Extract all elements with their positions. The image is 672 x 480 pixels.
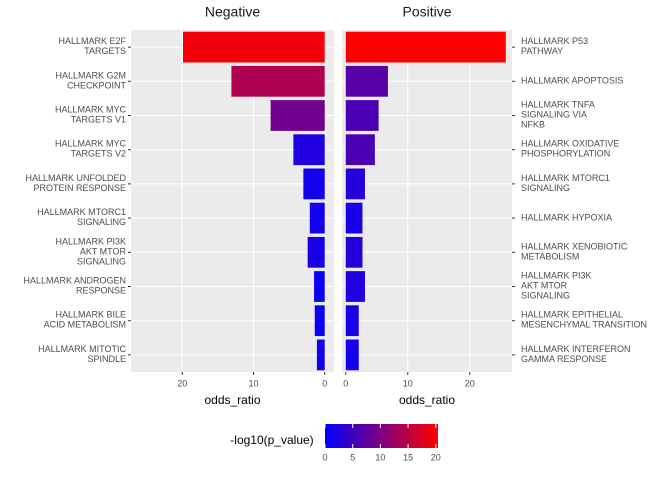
- y-tick-label: HALLMARK MITOTIC SPINDLE: [38, 344, 126, 364]
- y-tick-label: HALLMARK G2M CHECKPOINT: [55, 71, 126, 91]
- x-tick-label: 20: [465, 378, 475, 388]
- x-axis-title: odds_ratio: [399, 393, 455, 407]
- y-tick-label: HALLMARK TNFA SIGNALING VIA NFKB: [521, 100, 595, 130]
- colorbar-label: 15: [403, 452, 413, 462]
- bar: [345, 100, 379, 131]
- y-tick-label: HALLMARK MYC TARGETS V1: [55, 105, 127, 125]
- y-tick-label: HALLMARK E2F TARGETS: [58, 36, 126, 56]
- y-tick-label: HALLMARK ANDROGEN RESPONSE: [23, 276, 126, 296]
- bar: [307, 236, 325, 268]
- legend-title: -log10(p_value): [230, 433, 313, 447]
- y-tick-label: HALLMARK APOPTOSIS: [521, 76, 623, 86]
- y-tick-label: HALLMARK MTORC1 SIGNALING: [37, 207, 126, 227]
- colorbar-label: 5: [350, 452, 355, 462]
- bar: [182, 31, 325, 63]
- bar: [309, 202, 325, 234]
- bar: [345, 65, 388, 97]
- bar: [345, 202, 363, 234]
- y-tick-label: HALLMARK EPITHELIAL MESENCHYMAL TRANSITIO…: [521, 310, 647, 330]
- y-tick-label: HALLMARK P53 PATHWAY: [521, 36, 588, 56]
- bar: [316, 339, 325, 371]
- y-tick-label: HALLMARK UNFOLDED PROTEIN RESPONSE: [25, 173, 126, 193]
- y-tick-label: HALLMARK BILE ACID METABOLISM: [44, 310, 126, 330]
- bar: [293, 134, 325, 166]
- x-axis-title: odds_ratio: [204, 393, 260, 407]
- x-tick-label: 0: [322, 378, 327, 388]
- strip-title: Positive: [402, 4, 451, 20]
- bar: [345, 31, 506, 63]
- y-tick-label: HALLMARK HYPOXIA: [521, 212, 612, 222]
- bar: [314, 305, 325, 337]
- bar: [314, 271, 325, 302]
- y-tick-label: HALLMARK MYC TARGETS V2: [55, 139, 127, 159]
- x-tick-label: 0: [343, 378, 348, 388]
- y-tick-label: HALLMARK XENOBIOTIC METABOLISM: [521, 242, 628, 262]
- y-tick-label: HALLMARK INTERFERON GAMMA RESPONSE: [521, 344, 631, 364]
- y-tick-label: HALLMARK PI3K AKT MTOR SIGNALING: [521, 271, 592, 301]
- bar: [303, 168, 325, 200]
- y-tick-label: HALLMARK OXIDATIVE PHOSPHORYLATION: [521, 139, 619, 159]
- bar: [345, 305, 359, 337]
- bar: [345, 339, 359, 371]
- bar: [345, 236, 363, 268]
- bar: [345, 134, 375, 166]
- x-tick-label: 10: [403, 378, 413, 388]
- y-tick-label: HALLMARK PI3K AKT MTOR SIGNALING: [55, 237, 126, 267]
- colorbar-label: 10: [375, 452, 385, 462]
- bar: [345, 168, 365, 200]
- strip-title: Negative: [205, 4, 260, 20]
- x-tick-label: 10: [249, 378, 259, 388]
- bar: [270, 100, 325, 131]
- colorbar: [325, 424, 438, 448]
- x-tick-label: 20: [177, 378, 187, 388]
- bar: [345, 271, 365, 302]
- colorbar-label: 0: [322, 452, 327, 462]
- bar: [231, 65, 325, 97]
- colorbar-label: 20: [431, 452, 441, 462]
- y-tick-label: HALLMARK MTORC1 SIGNALING: [521, 173, 610, 193]
